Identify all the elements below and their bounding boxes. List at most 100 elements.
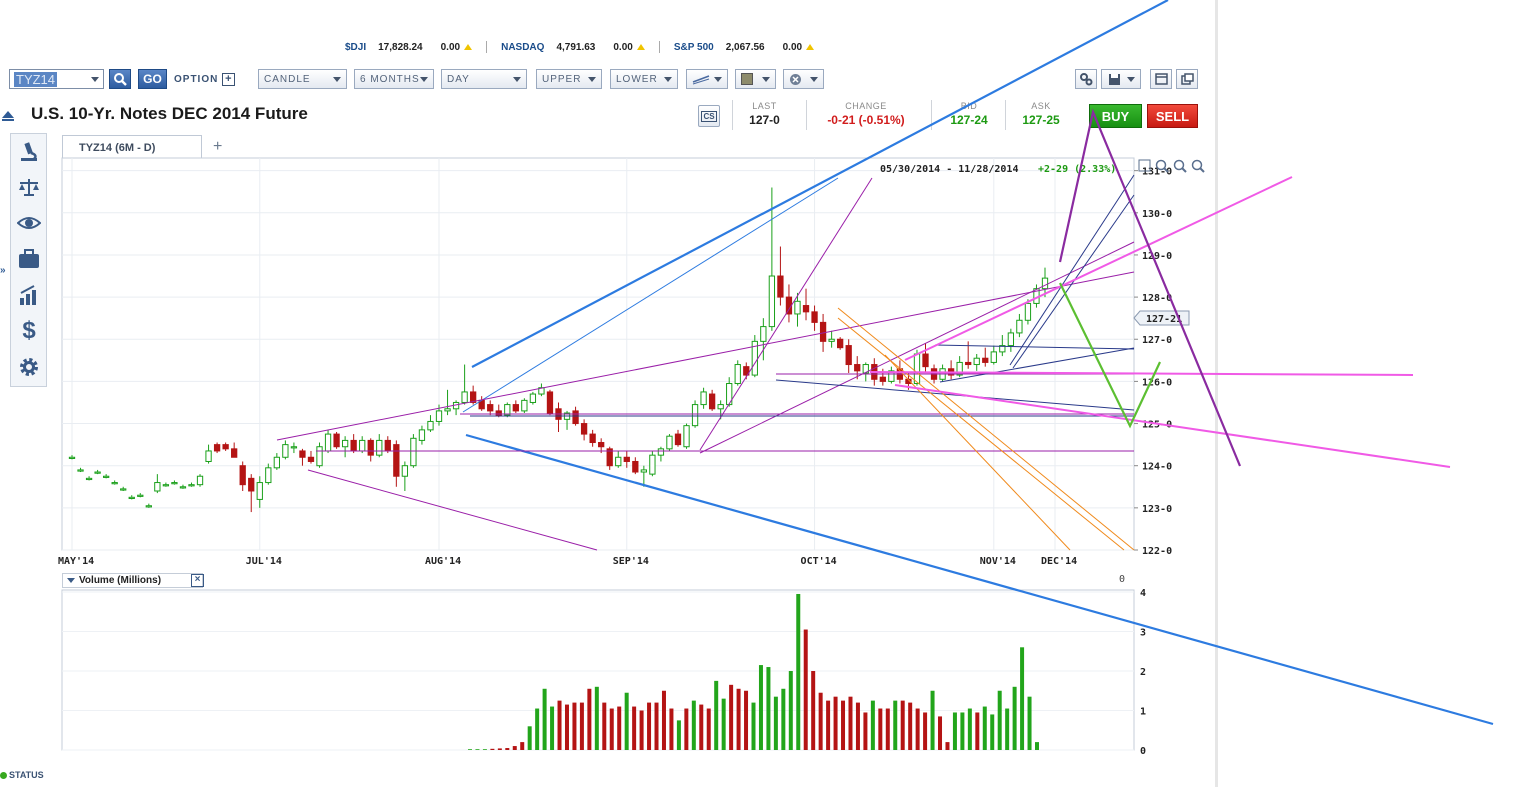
projection-path[interactable]	[1058, 108, 1242, 467]
trendline[interactable]	[307, 469, 598, 551]
volume-bar	[803, 629, 808, 750]
volume-bar	[900, 700, 905, 750]
chevron-down-icon[interactable]	[67, 578, 75, 583]
candle	[546, 389, 554, 416]
collapse-arrow-icon[interactable]	[2, 108, 14, 126]
trendline[interactable]	[775, 379, 1135, 411]
eye-icon[interactable]	[16, 210, 42, 236]
change-label: CHANGE	[845, 101, 887, 111]
volume-bar	[863, 712, 868, 750]
channel-line[interactable]	[837, 317, 1125, 551]
channel-line[interactable]	[837, 307, 1135, 551]
candle-body	[316, 446, 323, 467]
candle	[1041, 267, 1049, 298]
candle	[418, 425, 426, 445]
period-select[interactable]: 6 MONTHS	[354, 69, 434, 89]
contract-specs-button[interactable]: CS	[698, 105, 720, 127]
trendline[interactable]	[1012, 194, 1135, 369]
candle-body	[546, 391, 554, 414]
trendline[interactable]	[934, 344, 1135, 350]
zoom-out-icon[interactable]	[1173, 159, 1187, 173]
trendline[interactable]	[276, 271, 1135, 441]
fit-icon[interactable]	[1138, 159, 1151, 172]
candle-body	[982, 357, 989, 363]
volume-bar	[811, 671, 816, 750]
volume-bar	[661, 690, 666, 750]
zoom-reset-icon[interactable]	[1191, 159, 1205, 173]
candle-body	[290, 446, 298, 449]
volume-bar	[564, 704, 569, 750]
sell-button[interactable]: SELL	[1147, 104, 1198, 128]
trendline[interactable]	[471, 0, 1169, 368]
ask-label: ASK	[1031, 101, 1051, 111]
volume-bar	[833, 696, 838, 750]
draw-tools-select[interactable]	[686, 69, 728, 89]
trendline[interactable]	[939, 347, 1135, 383]
dollar-icon[interactable]: $	[22, 317, 36, 344]
symbol-input[interactable]: TYZ14	[9, 69, 104, 89]
candle	[580, 419, 588, 441]
trendline[interactable]	[699, 177, 873, 451]
projection-path[interactable]	[1059, 282, 1161, 429]
close-icon[interactable]: ×	[191, 574, 204, 587]
volume-bar	[632, 706, 637, 750]
candle	[1016, 313, 1023, 338]
y-tick-label: 125-0	[1142, 420, 1172, 431]
popout-button[interactable]	[1176, 69, 1198, 89]
trendline[interactable]	[1009, 174, 1135, 366]
zoom-in-icon[interactable]	[1155, 159, 1169, 173]
candle-body	[683, 425, 690, 448]
ticker-dji[interactable]: $DJI 17,828.24 0.00	[345, 41, 473, 53]
trendline[interactable]	[462, 177, 839, 413]
layout-button[interactable]	[1150, 69, 1172, 89]
scrollbar-track[interactable]	[1215, 0, 1218, 787]
candle-body	[162, 484, 170, 487]
gear-icon[interactable]	[16, 354, 42, 380]
chart-type-select[interactable]: CANDLE	[258, 69, 347, 89]
lower-indicator-select[interactable]: LOWER	[610, 69, 678, 89]
bid-value: 127-24	[950, 113, 988, 127]
y-tick-label: 123-0	[1142, 504, 1172, 515]
divider	[658, 41, 660, 53]
trendline[interactable]	[904, 176, 1293, 361]
save-menu-button[interactable]	[1101, 69, 1141, 89]
change-quote: CHANGE -0-21 (-0.51%)	[812, 101, 920, 127]
volume-bar	[744, 690, 749, 750]
upper-indicator-select[interactable]: UPPER	[536, 69, 602, 89]
candle	[341, 436, 349, 458]
growth-chart-icon[interactable]	[16, 282, 42, 308]
settings-button[interactable]	[1075, 69, 1097, 89]
add-tab-button[interactable]: +	[213, 138, 223, 155]
delete-drawing-select[interactable]	[783, 69, 824, 89]
interval-select[interactable]: DAY	[441, 69, 527, 89]
candle	[248, 474, 255, 513]
trendline-drawings[interactable]	[276, 0, 1494, 726]
chevron-down-icon[interactable]	[91, 76, 99, 82]
candle	[973, 354, 980, 371]
volume-bar	[684, 708, 689, 750]
time-axis: MAY'14 JUL'14 AUG'14 SEP'14 OCT'14 NOV'14 DEC'…	[58, 556, 1077, 567]
unchanged-icon	[464, 44, 473, 50]
ticker-sp500[interactable]: S&P 500 2,067.56 0.00	[674, 42, 815, 53]
candle-body	[418, 429, 426, 441]
expand-sidebar-icon[interactable]: »	[0, 265, 6, 276]
symbol-input-value: TYZ14	[14, 71, 58, 87]
candle-body	[350, 439, 357, 452]
scales-icon[interactable]	[16, 174, 42, 200]
trendline[interactable]	[869, 371, 1414, 376]
ticker-name: $DJI	[345, 41, 367, 53]
trendline[interactable]	[699, 241, 1135, 454]
color-select[interactable]	[735, 69, 776, 89]
briefcase-icon[interactable]	[16, 246, 42, 272]
option-toggle[interactable]: OPTION +	[174, 69, 236, 89]
trendline[interactable]	[894, 384, 1451, 468]
ticker-nasdaq[interactable]: NASDAQ 4,791.63 0.00	[501, 42, 645, 53]
candle	[922, 343, 929, 373]
go-button[interactable]: GO	[138, 69, 167, 89]
volume-bar	[990, 714, 995, 750]
trendline[interactable]	[465, 433, 1494, 726]
search-button[interactable]	[109, 69, 131, 89]
tab-tyz14[interactable]: TYZ14 (6M - D)	[62, 135, 202, 160]
microscope-icon[interactable]	[16, 139, 42, 165]
